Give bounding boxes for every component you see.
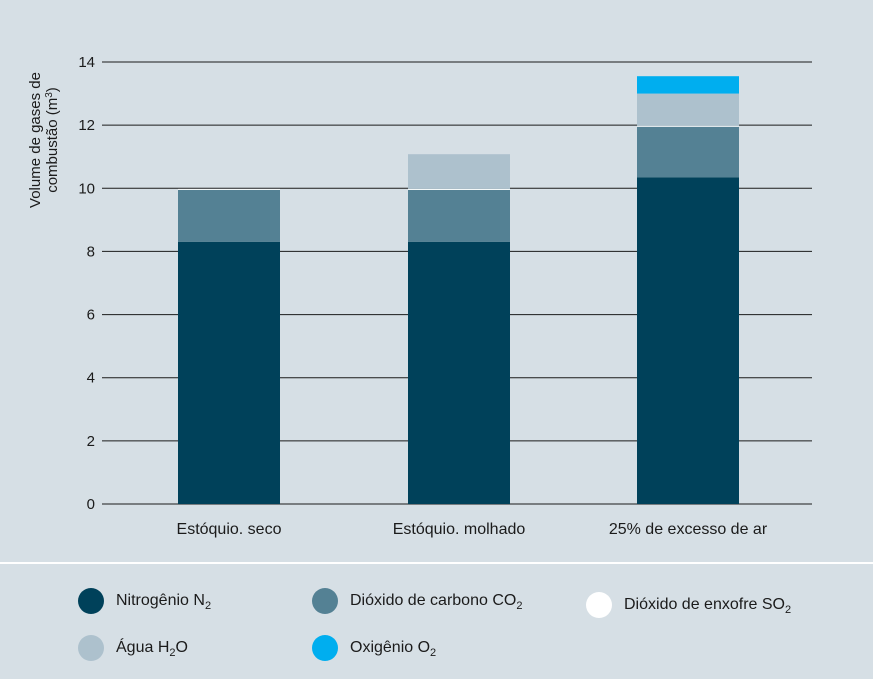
- legend-item: Dióxido de enxofre SO2: [586, 590, 791, 620]
- bar-segment: [408, 241, 510, 504]
- bar-segment: [408, 154, 510, 189]
- y-tick-labels: 0 2 4 6 8 10 12 14: [78, 54, 95, 513]
- y-tick-label: 14: [78, 54, 95, 71]
- bars: [178, 76, 739, 504]
- legend-label: Oxigênio O2: [350, 639, 437, 659]
- bar-segment: [637, 76, 739, 94]
- divider: [0, 562, 873, 564]
- bar-segment: [408, 188, 510, 190]
- legend-label: Dióxido de carbono CO2: [350, 592, 523, 612]
- legend-swatch: [312, 635, 338, 661]
- x-tick-labels: Estóquio. seco Estóquio. molhado 25% de ex…: [177, 521, 768, 538]
- y-tick-label: 4: [87, 370, 95, 387]
- y-axis-label: Volume de gases de combustão (m3): [27, 72, 61, 208]
- stacked-bar-chart: 0 2 4 6 8 10 12 14 Estóquio. seco Estóquio. molh…: [27, 54, 812, 538]
- x-tick-label: 25% de excesso de ar: [609, 521, 768, 538]
- legend-label: Água H2O: [116, 639, 188, 659]
- legend-item: Dióxido de carbono CO2: [312, 586, 522, 616]
- legend-swatch: [78, 588, 104, 614]
- chart-panel: 0 2 4 6 8 10 12 14 Estóquio. seco Estóquio. molh…: [27, 54, 812, 538]
- bar-segment: [637, 126, 739, 178]
- y-tick-label: 10: [78, 180, 95, 197]
- legend-item: Nitrogênio N2: [78, 586, 211, 616]
- legend-item: Oxigênio O2: [312, 633, 436, 663]
- y-tick-label: 8: [87, 243, 95, 260]
- y-tick-label: 12: [78, 117, 95, 134]
- bar-segment: [637, 125, 739, 127]
- legend-label: Nitrogênio N2: [116, 592, 212, 612]
- legend-item: Água H2O: [78, 633, 188, 663]
- bar-segment: [178, 189, 280, 242]
- y-tick-label: 0: [87, 496, 95, 513]
- legend: Nitrogênio N2 Dióxido de carbono CO2 Dióxi…: [0, 564, 873, 679]
- bar-segment: [178, 188, 280, 190]
- y-axis-label-line2: combustão (m3): [44, 87, 61, 193]
- y-tick-label: 2: [87, 433, 95, 450]
- y-axis-label-line1: Volume de gases de: [27, 72, 44, 208]
- y-tick-label: 6: [87, 307, 95, 324]
- x-tick-label: Estóquio. seco: [177, 521, 282, 538]
- x-tick-label: Estóquio. molhado: [393, 521, 526, 538]
- legend-swatch: [78, 635, 104, 661]
- legend-label: Dióxido de enxofre SO2: [624, 596, 792, 616]
- legend-swatch: [312, 588, 338, 614]
- bar-segment: [637, 93, 739, 126]
- bar-segment: [178, 241, 280, 504]
- legend-swatch: [586, 592, 612, 618]
- bar-segment: [408, 189, 510, 242]
- bar-segment: [637, 177, 739, 504]
